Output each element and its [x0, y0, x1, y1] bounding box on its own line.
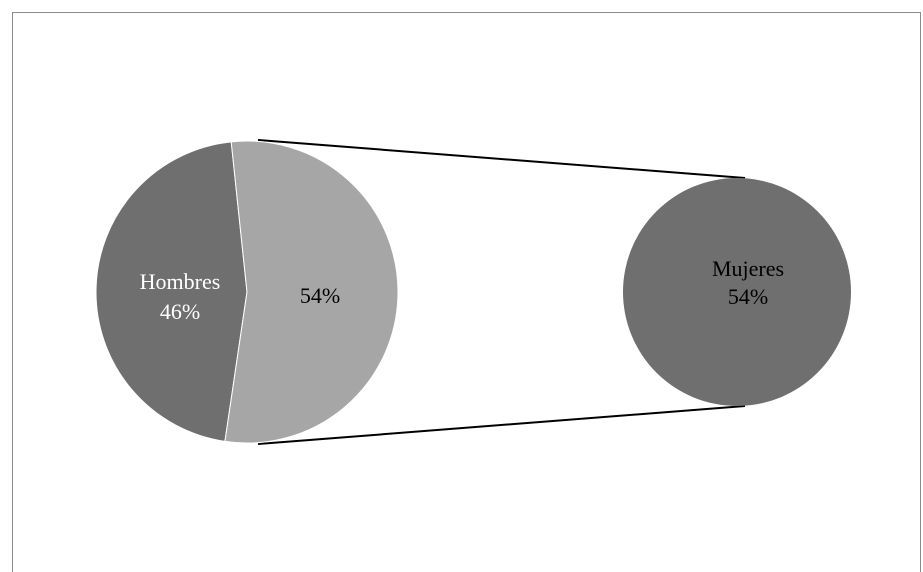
main-pie: [95, 140, 399, 444]
label-mujeres-value: 54%: [728, 284, 768, 309]
label-mujeres-name: Mujeres: [712, 256, 784, 281]
main-pie-slice-hombres: [95, 141, 248, 442]
connector-line-top: [257, 139, 746, 179]
main-pie-slice-other: [224, 140, 399, 444]
label-other-slice-value: 54%: [300, 283, 340, 308]
secondary-pie: [623, 178, 851, 406]
label-hombres-name: Hombres: [140, 269, 221, 294]
secondary-pie-slice-mujeres: [623, 178, 851, 406]
data-labels: Hombres 46% 54% Mujeres 54%: [140, 256, 784, 324]
connector-line-bottom: [257, 405, 746, 445]
label-hombres-value: 46%: [160, 299, 200, 324]
connector-lines: [257, 139, 746, 445]
